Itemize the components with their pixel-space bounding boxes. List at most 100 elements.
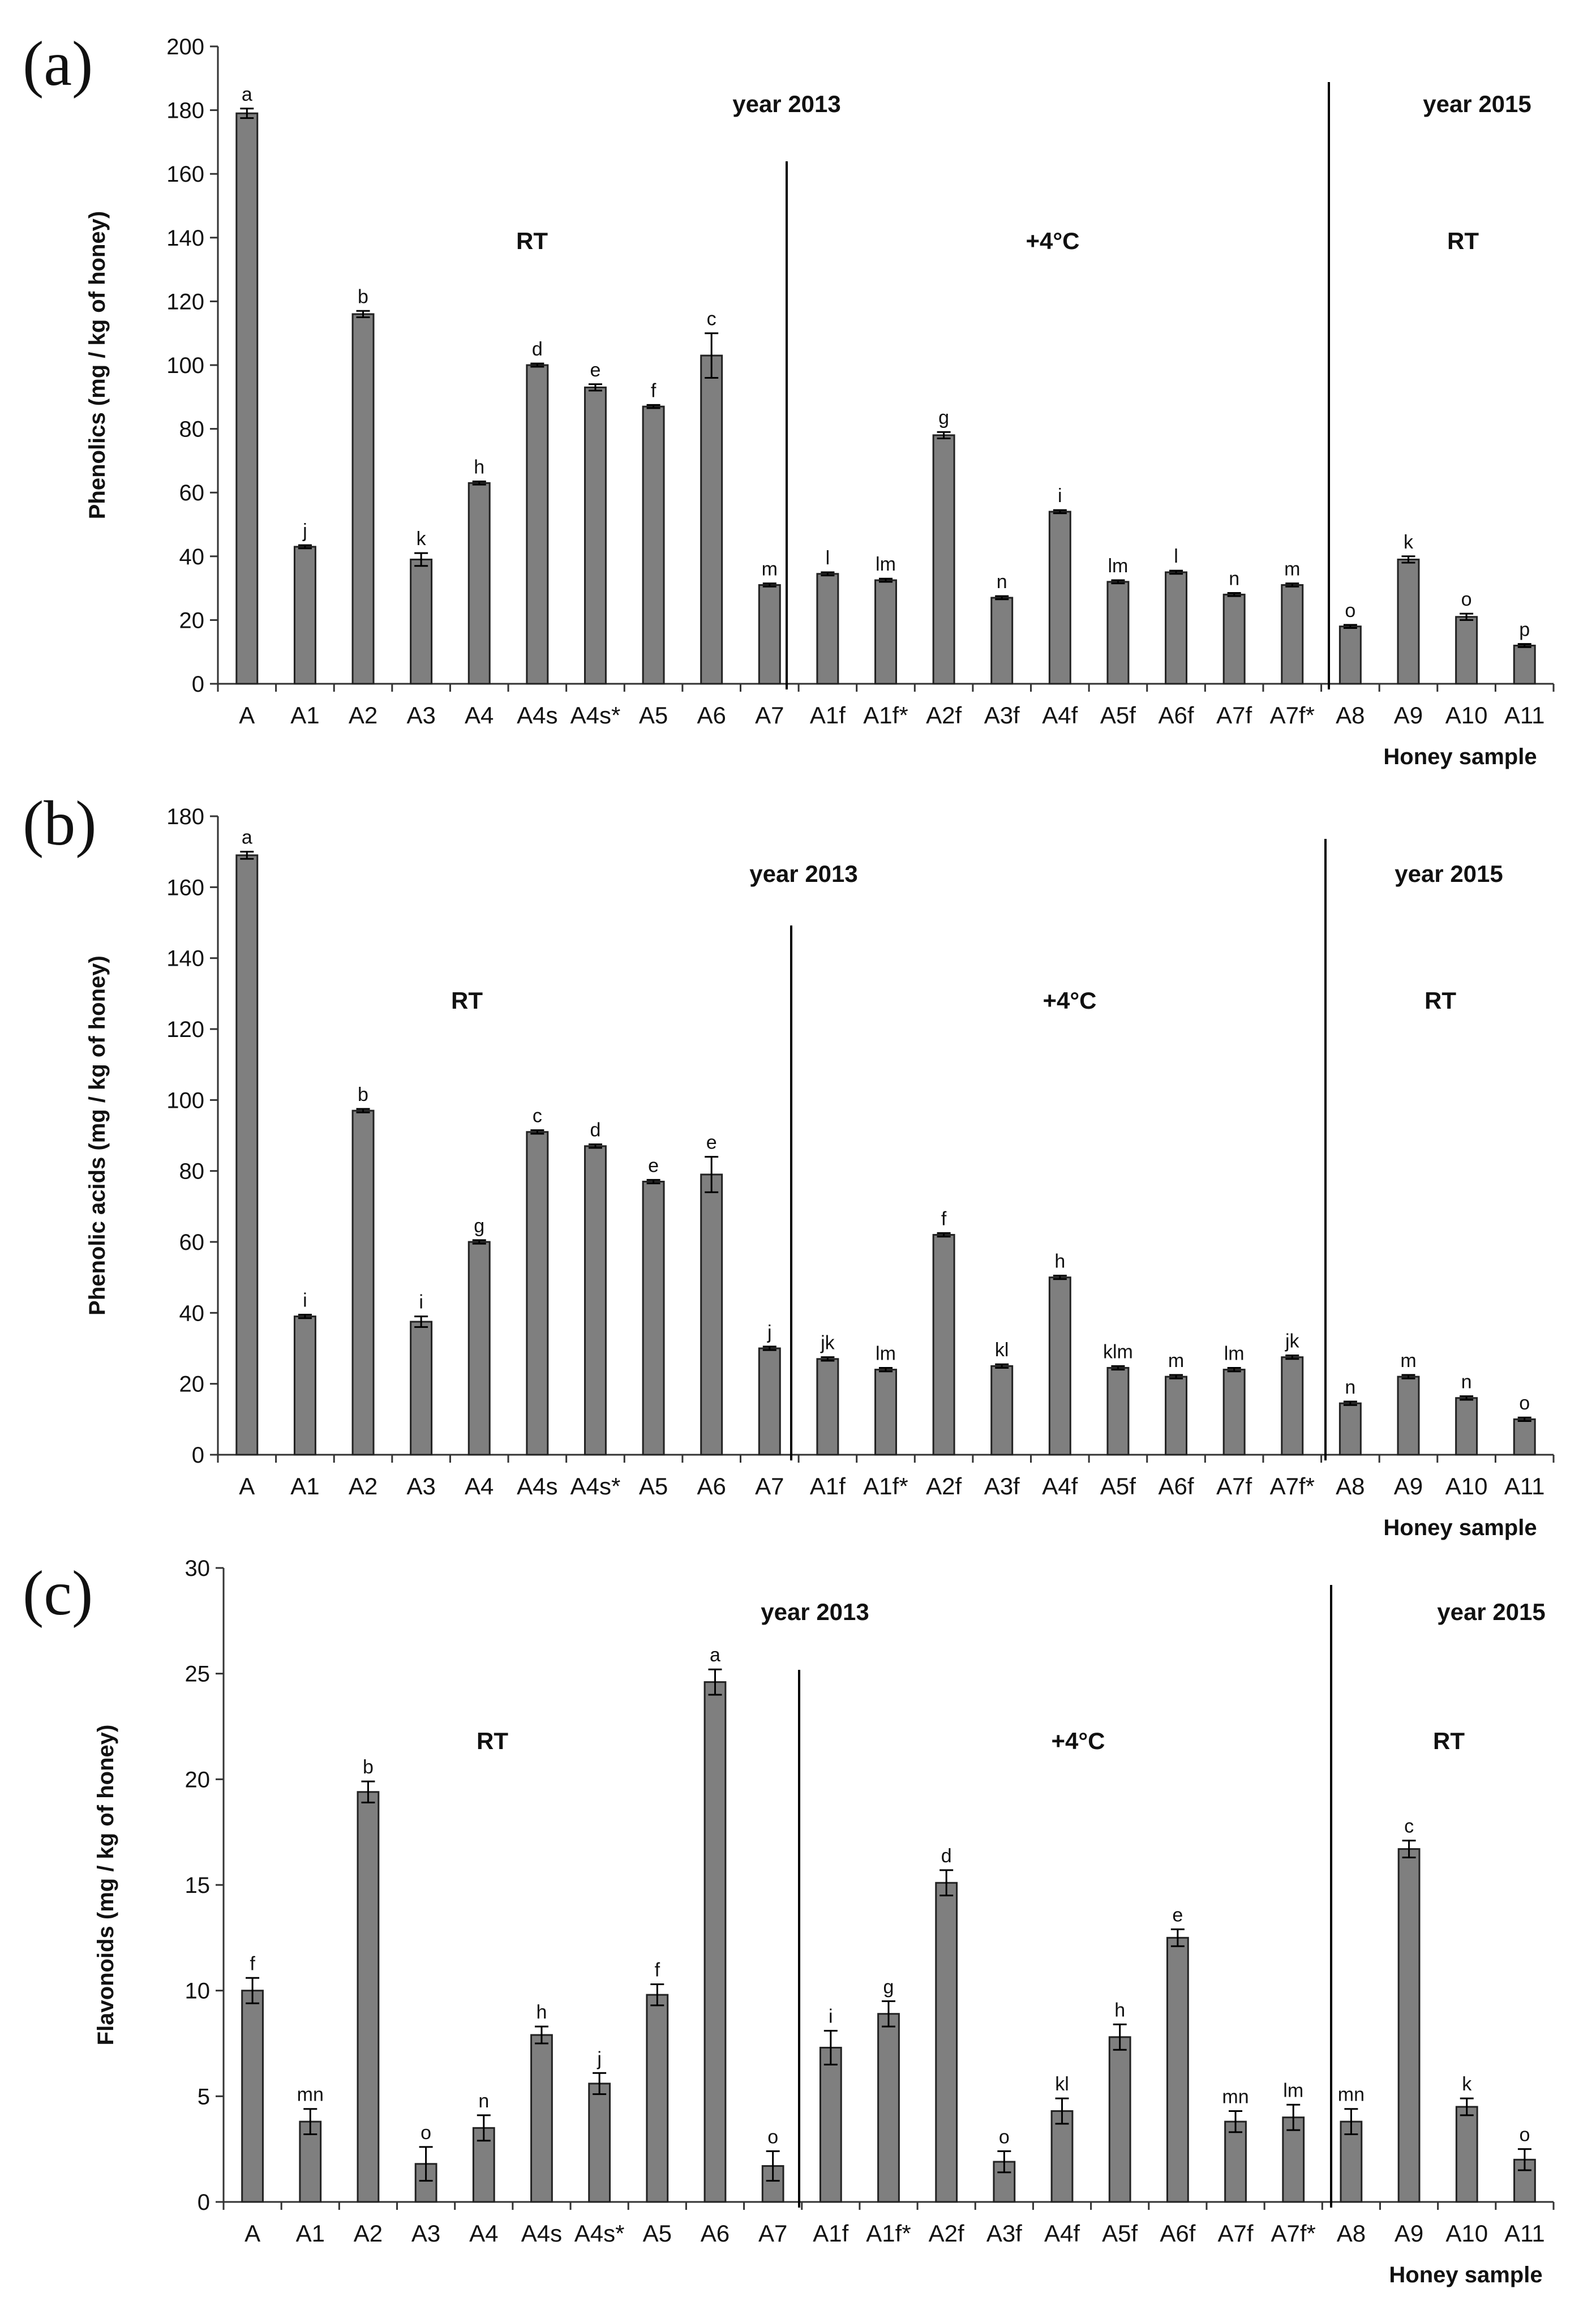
significance-letter: g: [938, 407, 949, 428]
y-tick-label: 20: [179, 608, 205, 633]
y-tick-label: 5: [198, 2084, 210, 2109]
significance-letter: e: [706, 1132, 717, 1154]
bar: [646, 1994, 669, 2203]
significance-letter: g: [883, 1976, 894, 1998]
y-tick-label: 30: [185, 1556, 211, 1581]
significance-letter: h: [536, 2002, 547, 2023]
bar: [1397, 1848, 1421, 2203]
significance-letter: a: [710, 1644, 720, 1666]
significance-letter: n: [1229, 568, 1239, 590]
significance-letter: a: [242, 827, 252, 849]
category-label: A9: [1395, 2220, 1423, 2247]
bar: [1338, 625, 1362, 685]
y-tick-label: 160: [166, 875, 204, 900]
bar: [526, 364, 549, 685]
y-tick-label: 0: [198, 2190, 210, 2215]
bar: [990, 597, 1014, 685]
category-label: A1f*: [863, 702, 908, 729]
bar: [1166, 1936, 1189, 2203]
bar: [1282, 2116, 1305, 2203]
significance-letter: jk: [1285, 1331, 1300, 1352]
significance-letter: m: [762, 559, 778, 580]
category-label: A5: [639, 1473, 668, 1499]
category-label: A7: [758, 2220, 787, 2247]
category-label: A11: [1504, 2220, 1545, 2247]
bar: [932, 434, 955, 685]
category-label: A8: [1336, 702, 1365, 729]
panel-letter: (a): [23, 29, 93, 99]
significance-letter: e: [648, 1155, 659, 1176]
region-year-2013: year 2013: [749, 860, 858, 887]
bar: [700, 1173, 723, 1456]
category-label: A4s*: [574, 2220, 625, 2247]
significance-letter: d: [532, 338, 543, 360]
category-label: A7: [755, 702, 784, 729]
significance-letter: b: [363, 1756, 374, 1778]
significance-letter: j: [767, 1322, 772, 1343]
category-label: A5f: [1100, 702, 1136, 729]
bar: [761, 2165, 784, 2203]
category-label: A6f: [1159, 702, 1194, 729]
y-tick-label: 20: [179, 1372, 205, 1397]
category-label: A5: [639, 702, 668, 729]
category-label: A2f: [929, 2220, 964, 2247]
bar: [1455, 1397, 1478, 1456]
significance-letter: lm: [876, 1343, 896, 1364]
bar: [1455, 616, 1478, 685]
significance-letter: klm: [1103, 1341, 1133, 1362]
region-rt: RT: [477, 1728, 508, 1754]
category-label: A2: [349, 702, 377, 729]
significance-letter: i: [419, 1292, 423, 1313]
category-label: A1f*: [863, 1473, 908, 1499]
bar: [1106, 1366, 1130, 1456]
bar: [877, 2013, 900, 2203]
significance-letter: o: [767, 2126, 778, 2148]
bar: [874, 1369, 897, 1456]
category-label: A1: [290, 702, 319, 729]
category-label: A11: [1504, 702, 1545, 729]
region-year-2015: year 2015: [1423, 91, 1531, 117]
region-rt-2015: RT: [1447, 228, 1479, 254]
category-label: A1f*: [866, 2220, 911, 2247]
significance-letter: mn: [297, 2084, 324, 2106]
significance-letter: o: [1461, 589, 1472, 610]
category-label: A9: [1394, 702, 1423, 729]
bar: [526, 1131, 549, 1456]
bar: [1106, 581, 1130, 685]
bar: [410, 558, 433, 685]
significance-letter: o: [1519, 2124, 1530, 2146]
bar: [1050, 2110, 1074, 2203]
region-year-2013: year 2013: [761, 1599, 869, 1625]
category-label: A4: [465, 1473, 494, 1499]
y-tick-label: 10: [185, 1979, 211, 2004]
category-label: A11: [1504, 1473, 1545, 1499]
significance-letter: lm: [1283, 2080, 1303, 2101]
category-label: A8: [1337, 2220, 1366, 2247]
significance-letter: d: [590, 1120, 600, 1141]
bar: [1224, 2120, 1247, 2203]
category-label: A1f: [810, 702, 846, 729]
significance-letter: e: [1172, 1904, 1183, 1926]
y-tick-label: 100: [166, 353, 204, 378]
y-tick-label: 40: [179, 545, 205, 569]
significance-letter: c: [707, 308, 717, 330]
significance-letter: c: [1404, 1816, 1414, 1837]
bar: [357, 1791, 380, 2203]
bar: [1397, 558, 1420, 685]
region-rt-2015: RT: [1433, 1728, 1465, 1754]
y-tick-label: 20: [185, 1767, 211, 1792]
region-rt: RT: [516, 228, 548, 254]
bar: [1048, 1276, 1071, 1456]
category-label: A4f: [1042, 702, 1078, 729]
significance-letter: k: [417, 528, 427, 550]
category-label: A1: [296, 2220, 325, 2247]
bar: [584, 1145, 607, 1456]
bar: [1397, 1375, 1420, 1456]
bar: [1513, 1418, 1536, 1456]
significance-letter: o: [421, 2122, 431, 2144]
significance-letter: n: [997, 571, 1007, 593]
region-year-2013: year 2013: [732, 91, 841, 117]
significance-letter: i: [303, 1289, 307, 1311]
bar: [874, 579, 897, 685]
bar: [351, 1109, 375, 1456]
